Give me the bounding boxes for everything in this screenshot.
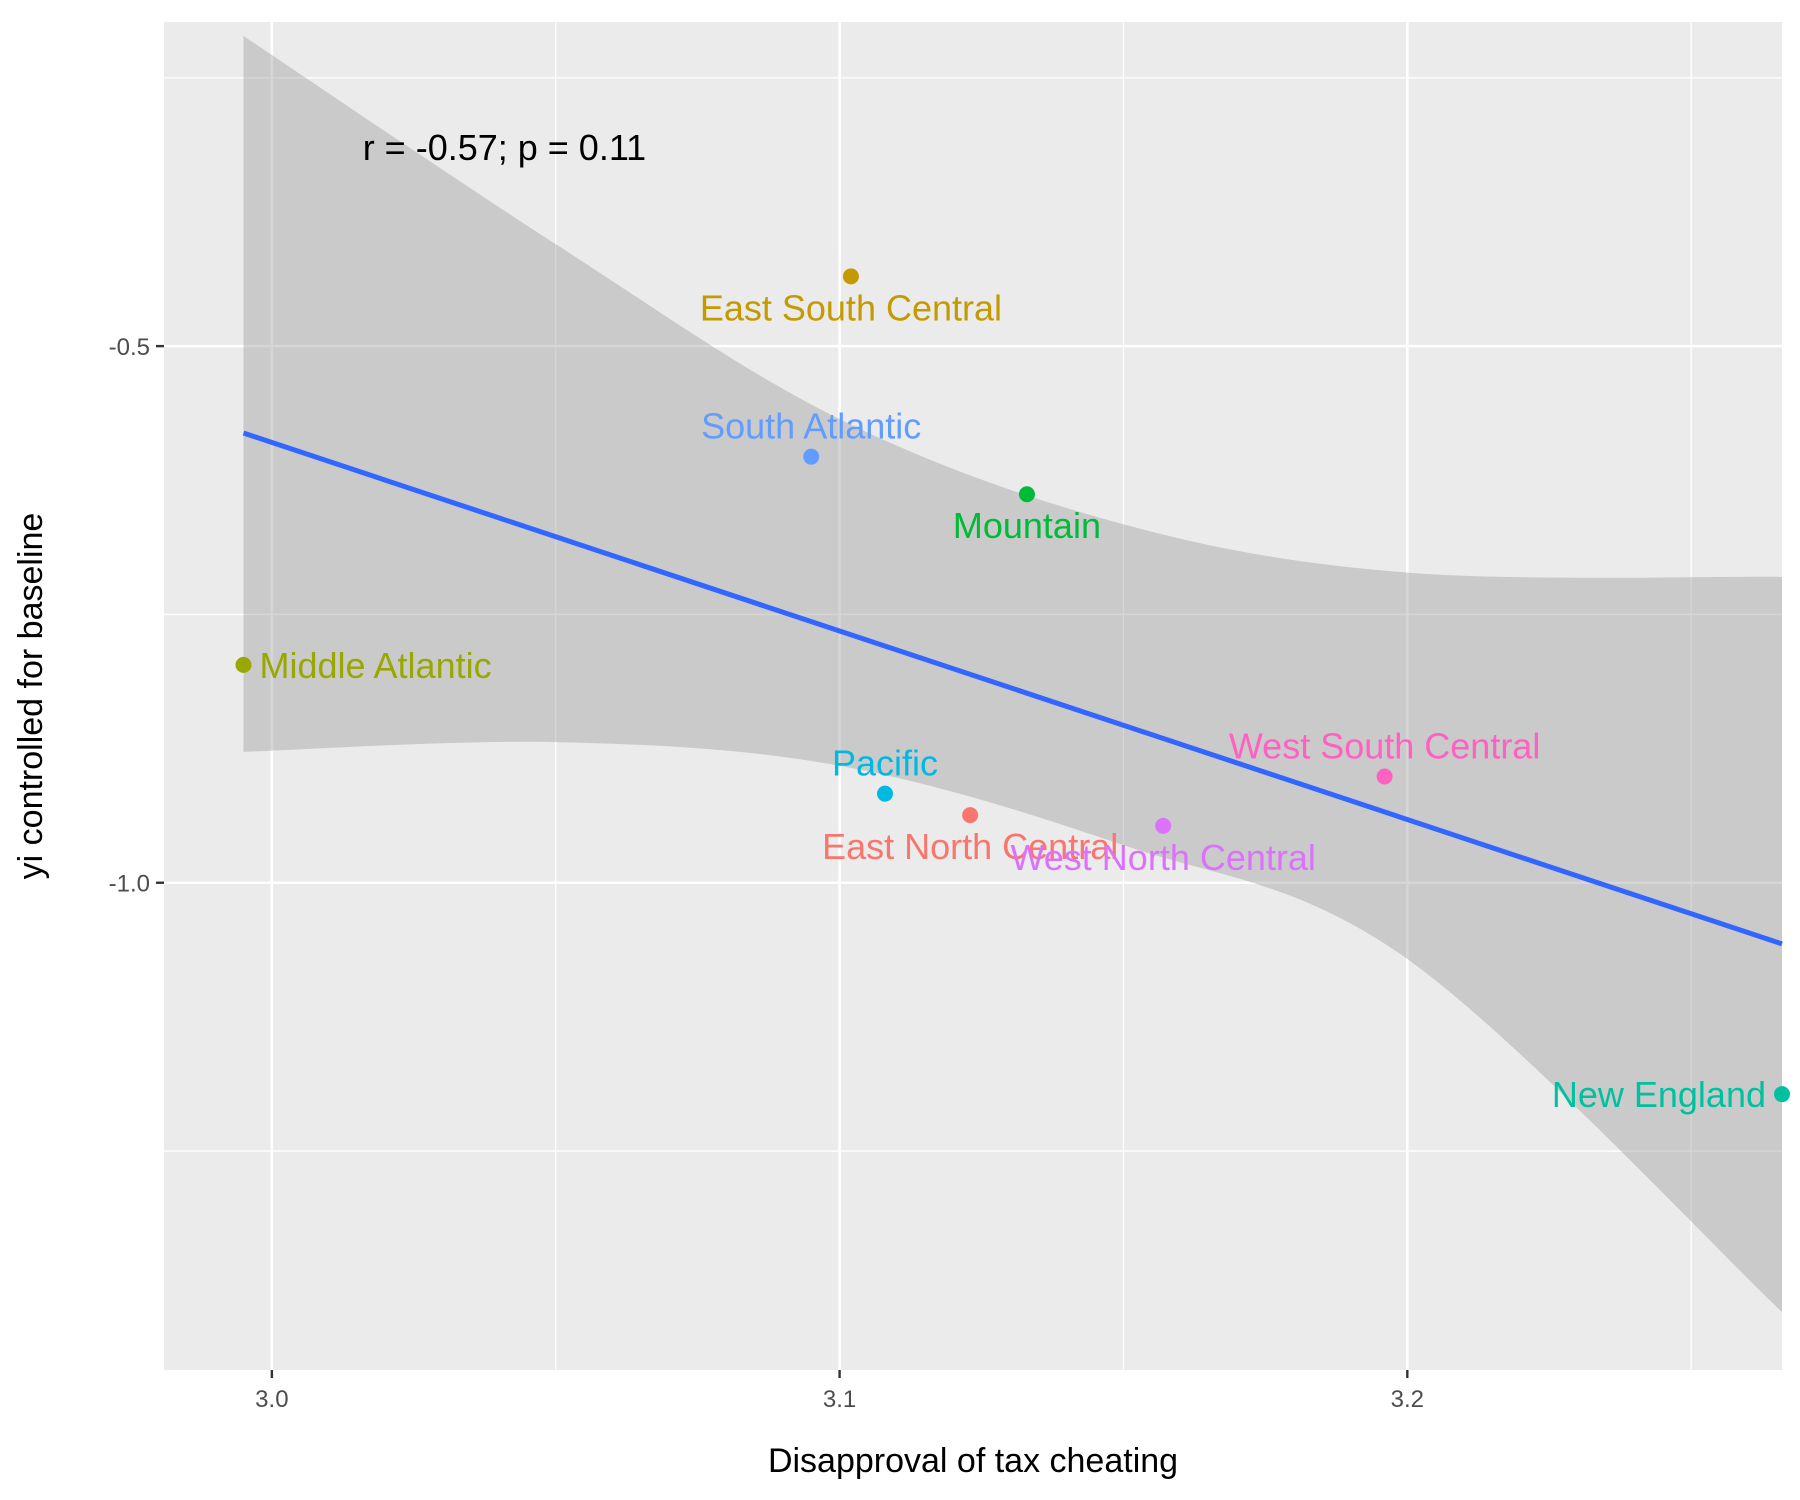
y-axis-title: yi controlled for baseline xyxy=(12,513,50,880)
y-tick-label: -1.0 xyxy=(109,871,150,898)
regression-line xyxy=(242,430,1783,947)
data-point-label: West South Central xyxy=(1229,725,1540,766)
x-tick-label: 3.1 xyxy=(823,1386,856,1413)
data-point-label: Pacific xyxy=(832,743,938,784)
data-point xyxy=(1155,817,1172,834)
data-point xyxy=(803,448,820,465)
data-point xyxy=(1376,768,1393,785)
data-point xyxy=(842,268,859,285)
x-tick-label: 3.0 xyxy=(255,1386,288,1413)
data-points xyxy=(235,268,1790,1103)
data-point xyxy=(1774,1086,1790,1103)
x-axis-ticks: 3.0 3.1 3.2 xyxy=(255,1370,1424,1413)
minor-gridlines xyxy=(164,22,1782,1370)
y-axis-ticks: -0.5 -1.0 xyxy=(109,334,164,898)
confidence-band xyxy=(243,35,1782,1313)
data-point xyxy=(877,785,894,802)
correlation-annotation: r = -0.57; p = 0.11 xyxy=(363,127,647,168)
data-point-label: Mountain xyxy=(953,505,1101,546)
x-axis-title: Disapproval of tax cheating xyxy=(768,1442,1178,1480)
y-tick-label: -0.5 xyxy=(109,334,150,361)
data-point xyxy=(1018,486,1035,503)
data-point-label: West North Central xyxy=(1010,837,1315,878)
data-point xyxy=(962,807,979,824)
data-point-label: East South Central xyxy=(700,287,1002,328)
data-point-label: South Atlantic xyxy=(701,406,921,447)
data-point-labels: East South Central South Atlantic Mountain… xyxy=(259,287,1766,1115)
x-tick-label: 3.2 xyxy=(1391,1386,1424,1413)
data-point-label: East North Central xyxy=(822,826,1118,867)
major-gridlines xyxy=(164,22,1782,1370)
data-point-label: Middle Atlantic xyxy=(259,645,491,686)
data-point-label: New England xyxy=(1552,1074,1766,1115)
data-point xyxy=(235,656,252,673)
plot-panel xyxy=(164,22,1782,1370)
